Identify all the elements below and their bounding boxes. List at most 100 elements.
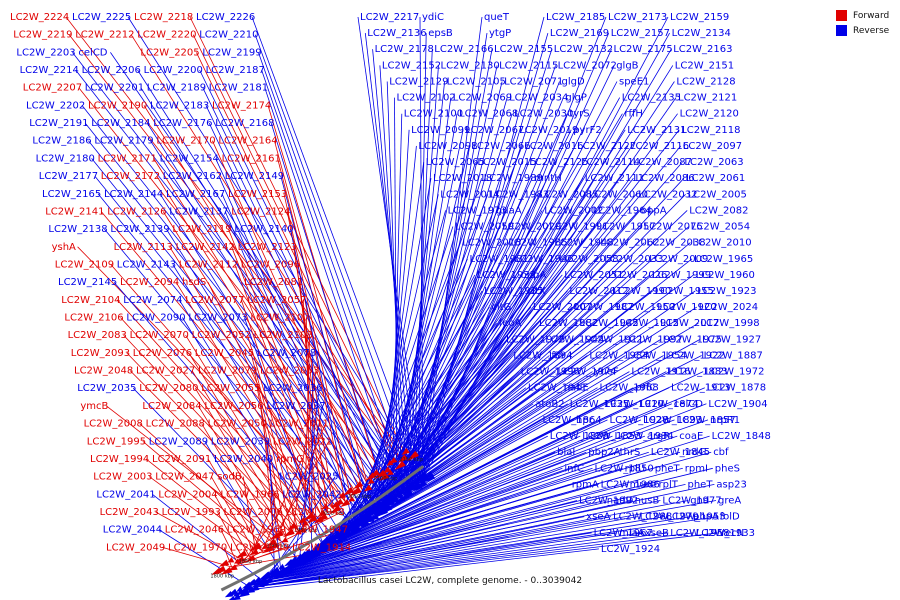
gene-label: LC2W_2125 (529, 157, 588, 168)
reverse-gene-feature (258, 571, 271, 581)
gene-label: LC2W_2068 (459, 109, 518, 120)
gene-label: LC2W_1979 (640, 512, 699, 523)
leader-line (224, 211, 360, 524)
gene-label: mntH (534, 173, 562, 184)
gene-label: LC2W_2173 (608, 12, 667, 23)
gene-label: ymcB (80, 401, 108, 412)
gene-label: LC2W_2097 (683, 141, 742, 152)
leader-line (231, 546, 287, 568)
leader-line (270, 122, 389, 504)
gene-label: LC2W_2128 (676, 77, 735, 88)
forward-gene-feature (340, 499, 351, 508)
gene-label: LC2W_2046 (165, 525, 224, 536)
gene-label: LC2W_1990 (612, 286, 671, 297)
gene-label: LC2W_1850 (595, 463, 654, 474)
leader-line (248, 532, 643, 588)
forward-gene-feature (363, 484, 373, 492)
gene-label: LC2W_2109 (55, 260, 114, 271)
gene-label: LC2W_1986 (601, 479, 660, 490)
leader-line (394, 97, 398, 498)
gene-label: LC2W_2201 (85, 83, 144, 94)
gene-label: LC2W_2139 (110, 224, 169, 235)
forward-swatch (836, 10, 847, 21)
forward-gene-feature (322, 503, 329, 510)
gene-label: LC2W_2032 (638, 189, 697, 200)
gene-label: LC2W_1910 (605, 399, 664, 410)
forward-gene-feature (366, 472, 376, 481)
leader-line (242, 476, 257, 555)
leader-line (243, 511, 280, 561)
gene-label: LC2W_2138 (48, 224, 107, 235)
gene-label: LC2W_2059 (455, 222, 514, 233)
gene-label: LC2W_2185 (546, 12, 605, 23)
gene-label: guaA (496, 205, 522, 216)
leader-line (258, 52, 412, 488)
gene-label: LC2W_2151 (675, 60, 734, 71)
gene-label: LC2W_2154 (160, 153, 219, 164)
gene-label: rpmA (572, 479, 599, 490)
leader-line (139, 423, 275, 545)
gene-label: LC2W_2024 (699, 302, 758, 313)
gene-label: LC2W_1848 (712, 431, 771, 442)
leader-line (159, 193, 366, 520)
gene-label: LC2W_1864 (543, 415, 602, 426)
gene-label: LC2W_2121 (678, 93, 737, 104)
forward-gene-feature (401, 447, 410, 456)
forward-gene-feature (379, 472, 390, 482)
leader-line (172, 264, 342, 535)
gene-label: pyrF2 (573, 125, 602, 136)
gene-label: LC2W_2043 (100, 507, 159, 518)
gene-label: LC2W_2077 (185, 295, 244, 306)
leader-line (265, 484, 599, 579)
leader-line (254, 516, 585, 585)
gene-label: LC2W_2107 (250, 313, 309, 324)
gene-label: LC2W_2189 (147, 83, 206, 94)
gene-label: LC2W_1878 (707, 383, 766, 394)
gene-label: LC2W_1914 (292, 542, 351, 553)
forward-gene-feature (342, 486, 355, 497)
gene-label: LC2W_2206 (82, 65, 141, 76)
gene-label: LC2W_1995 (87, 436, 146, 447)
gene-label: LC2W_2096 (241, 260, 300, 271)
tick-label: 1850 kbp (239, 559, 263, 565)
gene-label: LC2W_2214 (20, 65, 79, 76)
gene-label: LC2W_2058 (559, 254, 618, 265)
leader-line (412, 49, 553, 487)
leader-line (248, 532, 592, 588)
leader-line (353, 226, 595, 527)
leader-line (146, 122, 389, 504)
gene-label: LC2W_2162 (163, 171, 222, 182)
tick-label: 2150 kbp (399, 457, 423, 463)
reverse-swatch (836, 25, 847, 36)
leader-line (417, 33, 488, 483)
gene-label: LC2W_2048 (74, 366, 133, 377)
gene-label: LC2W_2181 (209, 83, 268, 94)
gene-label: LC2W_2105 (447, 77, 506, 88)
reverse-gene-feature (425, 473, 436, 483)
tick-label: 1800 kbp (210, 573, 234, 579)
forward-gene-feature (353, 480, 364, 490)
leader-line (265, 484, 657, 579)
gene-label: LC2W_2116 (630, 141, 689, 152)
gene-label: LC2W_2159 (670, 12, 729, 23)
gene-label: LC2W_1941 (528, 383, 587, 394)
gene-label: LC2W_1953 (666, 512, 725, 523)
gene-label: LC2W_2163 (673, 44, 732, 55)
gene-label: glgB (616, 60, 638, 71)
leader-line (196, 52, 397, 467)
leader-line (396, 97, 564, 499)
gene-label: queT (484, 12, 510, 23)
leader-line (276, 451, 587, 573)
leader-line (189, 16, 408, 459)
gene-label: argR (647, 431, 670, 442)
gene-label: LC2W_1993 (162, 507, 221, 518)
leader-line (266, 441, 282, 571)
gene-label: murC (630, 479, 657, 490)
gene-label: LC2W_2112 (179, 260, 238, 271)
gene-label: nadE (564, 383, 589, 394)
strand-legend: Forward Reverse (836, 8, 889, 38)
gene-label: LC2W_1955 (655, 286, 714, 297)
gene-label: pheT (688, 479, 714, 490)
gene-label: LC2W_2124 (231, 207, 290, 218)
gene-label: LC2W_2078 (257, 348, 316, 359)
